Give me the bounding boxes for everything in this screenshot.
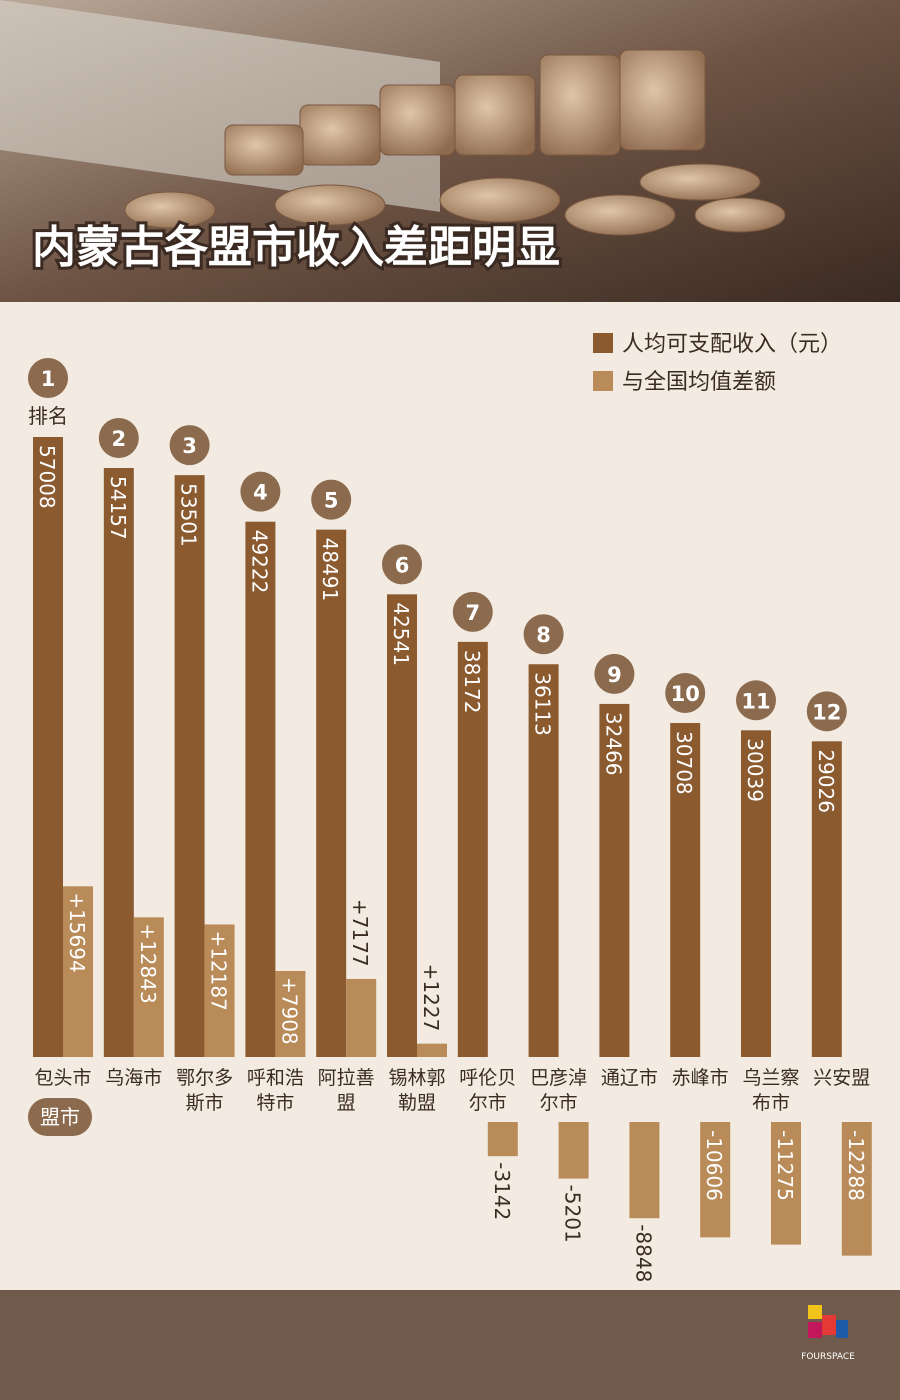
logo-text: FOURSPACE <box>801 1352 855 1362</box>
gap-bar <box>700 1122 731 1238</box>
category-label: 乌海市 <box>105 1067 163 1089</box>
rank-badge <box>665 673 706 714</box>
gap-label: -5201 <box>561 1185 585 1243</box>
income-bar <box>245 521 276 1057</box>
rank-number: 2 <box>111 427 126 451</box>
rank-badge <box>311 479 352 520</box>
income-bar <box>103 468 134 1057</box>
gap-label: +7177 <box>348 899 372 967</box>
income-label: 53501 <box>177 483 201 547</box>
income-label: 49222 <box>247 530 271 594</box>
gap-bar <box>629 1122 660 1219</box>
gap-bar <box>487 1122 518 1157</box>
category-label: 包头市 <box>34 1067 92 1089</box>
income-label: 30039 <box>743 738 767 802</box>
income-bar <box>599 703 630 1057</box>
gap-label: +12187 <box>207 930 231 1010</box>
gap-bar <box>558 1122 589 1179</box>
income-bar <box>316 529 347 1057</box>
rank-number: 11 <box>741 689 770 713</box>
gap-label: +1227 <box>419 964 443 1032</box>
income-bar <box>670 723 701 1057</box>
category-label: 呼和浩特市 <box>246 1067 304 1114</box>
logo-mark <box>808 1305 848 1338</box>
category-label: 呼伦贝尔市 <box>459 1067 517 1114</box>
income-bar <box>387 594 417 1057</box>
income-bar <box>741 730 771 1057</box>
gap-label: -3142 <box>490 1162 514 1220</box>
rank-badge <box>736 680 776 721</box>
rank-badge <box>98 418 139 459</box>
gap-bar <box>133 917 164 1057</box>
income-label: 29026 <box>814 749 838 813</box>
gap-label: +15694 <box>65 892 89 972</box>
rank-badge <box>806 691 847 732</box>
income-label: 54157 <box>106 476 130 540</box>
income-label: 32466 <box>601 712 625 776</box>
income-label: 38172 <box>460 650 484 714</box>
income-label: 48491 <box>318 538 342 602</box>
gap-label: +12843 <box>136 923 160 1003</box>
income-bar <box>528 664 559 1057</box>
rank-label: 排名 <box>28 404 68 428</box>
category-label: 通辽市 <box>600 1067 658 1089</box>
rank-badge <box>523 614 564 655</box>
rank-number: 3 <box>182 434 197 458</box>
rank-badge <box>169 425 210 466</box>
rank-number: 7 <box>465 601 480 625</box>
coins <box>124 49 786 236</box>
legend-swatch <box>593 333 613 353</box>
rank-number: 12 <box>812 700 841 724</box>
gap-bar <box>417 1043 447 1057</box>
footer-band <box>0 1290 900 1400</box>
income-bar <box>457 641 488 1057</box>
category-label: 鄂尔多斯市 <box>176 1067 234 1114</box>
rank-badge <box>28 358 68 398</box>
rank-number: 1 <box>41 367 56 391</box>
gap-bar <box>771 1122 801 1245</box>
gap-bar <box>346 978 377 1057</box>
rank-number: 9 <box>607 663 622 687</box>
category-label: 巴彦淖尔市 <box>530 1067 588 1114</box>
rank-number: 6 <box>395 553 410 577</box>
rank-badge <box>382 544 422 585</box>
gap-label: -8848 <box>631 1224 655 1282</box>
chart-title: 内蒙古各盟市收入差距明显 <box>32 222 560 273</box>
income-label: 30708 <box>672 731 696 795</box>
income-label: 42541 <box>389 602 413 666</box>
income-bar <box>811 741 842 1057</box>
income-bar <box>174 475 205 1057</box>
gap-bar <box>841 1122 872 1256</box>
category-label: 赤峰市 <box>671 1067 729 1089</box>
category-caption: 盟市 <box>40 1105 80 1129</box>
category-label: 兴安盟 <box>813 1067 871 1089</box>
rank-number: 8 <box>536 623 551 647</box>
legend-label: 与全国均值差额 <box>622 370 776 395</box>
rank-number: 5 <box>324 489 339 513</box>
legend-label: 人均可支配收入（元） <box>622 332 842 357</box>
gap-bar <box>275 970 306 1057</box>
gap-bar <box>63 886 93 1057</box>
rank-number: 10 <box>671 682 700 706</box>
gap-label: -10606 <box>702 1130 726 1201</box>
rank-badge <box>452 591 493 632</box>
gap-bar <box>204 924 235 1057</box>
category-label: 阿拉善盟 <box>317 1067 375 1114</box>
rank-badge <box>240 471 281 512</box>
gap-label: -11275 <box>773 1130 797 1201</box>
income-label: 36113 <box>531 672 555 736</box>
gap-label: +7908 <box>277 977 301 1045</box>
legend-swatch <box>593 371 613 391</box>
gap-label: -12288 <box>844 1130 868 1201</box>
category-label: 乌兰察布市 <box>742 1067 800 1114</box>
income-bar <box>33 437 63 1057</box>
rank-badge <box>594 653 635 694</box>
income-label: 57008 <box>35 445 59 509</box>
category-pill <box>28 1098 92 1136</box>
category-label: 锡林郭勒盟 <box>388 1067 446 1114</box>
rank-number: 4 <box>253 481 268 505</box>
